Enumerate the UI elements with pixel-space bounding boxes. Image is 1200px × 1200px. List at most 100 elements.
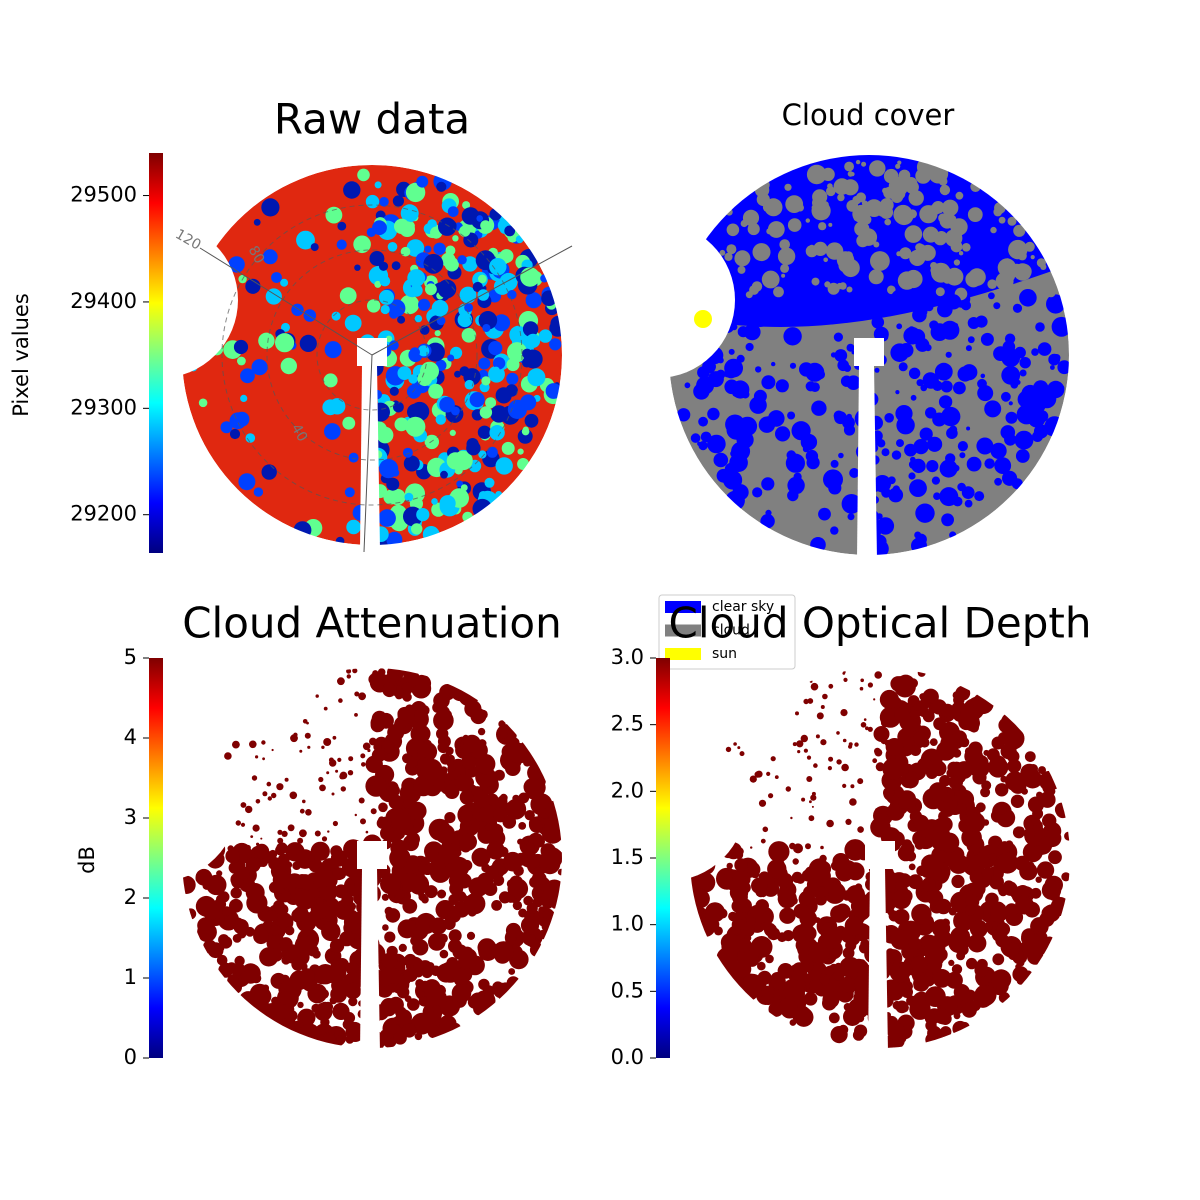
texture	[927, 436, 943, 452]
texture	[871, 880, 890, 899]
texture	[1008, 239, 1028, 260]
texture	[299, 749, 303, 753]
texture	[472, 281, 483, 293]
texture	[987, 279, 997, 290]
texture	[934, 1008, 950, 1025]
texture	[439, 949, 449, 959]
texture	[505, 798, 527, 820]
texture	[370, 808, 377, 815]
texture	[731, 380, 750, 399]
texture	[887, 908, 895, 916]
texture	[1054, 802, 1069, 817]
texture	[253, 1000, 271, 1018]
texture	[540, 847, 563, 869]
texture	[404, 492, 414, 502]
texture	[432, 1005, 441, 1014]
texture	[717, 357, 724, 364]
texture	[250, 835, 254, 838]
texture	[444, 257, 459, 272]
texture	[903, 326, 921, 345]
texture	[365, 194, 380, 209]
texture	[388, 784, 400, 797]
texture	[993, 346, 1008, 361]
texture	[914, 839, 925, 850]
colorbar-tick-label: 5	[124, 645, 137, 669]
texture	[1010, 380, 1019, 389]
texture	[424, 245, 432, 253]
texture	[828, 1012, 840, 1024]
texture	[805, 362, 825, 382]
texture	[684, 382, 691, 389]
texture	[830, 526, 839, 535]
texture	[356, 897, 375, 917]
texture	[750, 846, 753, 849]
texture	[331, 311, 341, 321]
texture	[240, 368, 255, 384]
texture	[779, 907, 796, 924]
texture	[238, 868, 250, 880]
texture	[346, 674, 351, 679]
texture	[376, 748, 386, 757]
texture	[792, 742, 797, 747]
texture	[545, 383, 562, 399]
texture	[962, 243, 971, 252]
texture	[428, 933, 446, 951]
texture	[957, 441, 969, 452]
texture	[347, 770, 354, 776]
texture	[1021, 788, 1028, 795]
texture	[387, 664, 404, 682]
texture	[1019, 289, 1037, 307]
texture	[831, 471, 838, 478]
texture	[297, 1001, 304, 1009]
texture	[509, 875, 524, 890]
texture	[212, 753, 215, 756]
texture	[969, 919, 988, 938]
texture	[1046, 294, 1066, 314]
colorbar	[149, 658, 163, 1058]
texture	[932, 380, 943, 391]
texture	[917, 668, 926, 677]
texture	[354, 264, 361, 271]
texture	[841, 494, 862, 514]
texture	[372, 670, 379, 677]
texture	[870, 455, 880, 465]
texture	[861, 161, 867, 167]
texture	[1061, 872, 1071, 882]
texture	[842, 783, 847, 789]
texture	[523, 778, 542, 796]
texture	[873, 326, 889, 342]
texture	[998, 216, 1006, 224]
texture	[478, 357, 491, 370]
texture	[372, 220, 387, 236]
texture	[267, 796, 272, 801]
texture	[811, 400, 827, 416]
texture	[323, 706, 328, 711]
texture	[949, 425, 958, 434]
texture	[266, 781, 272, 787]
texture	[477, 425, 492, 439]
texture	[339, 287, 357, 305]
texture	[931, 201, 945, 214]
texture	[843, 670, 846, 674]
texture	[479, 406, 493, 419]
texture	[888, 487, 904, 503]
texture	[308, 855, 315, 862]
texture	[884, 413, 894, 423]
texture	[485, 397, 497, 409]
texture	[307, 745, 311, 749]
texture	[1003, 881, 1018, 896]
texture	[299, 808, 305, 814]
texture	[745, 915, 757, 926]
texture	[448, 688, 457, 697]
texture	[897, 790, 917, 809]
texture	[955, 191, 964, 200]
texture	[362, 991, 373, 1002]
texture	[429, 917, 447, 935]
texture	[235, 917, 243, 925]
texture	[755, 366, 762, 373]
texture	[834, 349, 848, 362]
texture	[520, 916, 540, 935]
texture	[958, 705, 979, 726]
texture	[245, 805, 253, 814]
texture	[744, 323, 761, 341]
